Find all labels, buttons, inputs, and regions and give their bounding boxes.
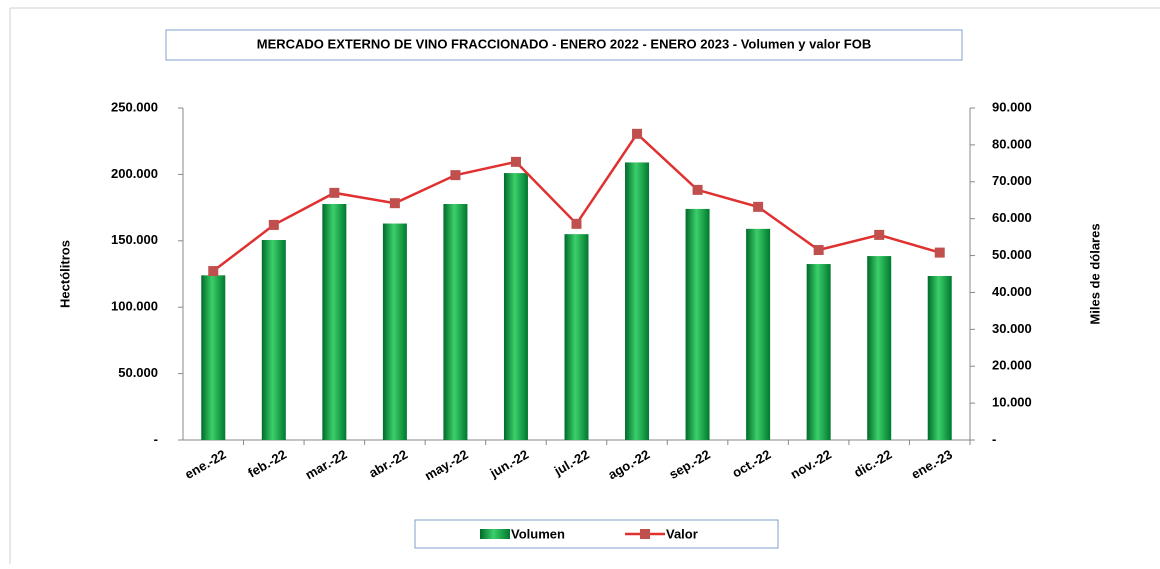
bar bbox=[382, 223, 407, 440]
y-tick-label: 250.000 bbox=[111, 99, 158, 114]
bar bbox=[201, 275, 226, 440]
x-tick-label: dic.-22 bbox=[851, 447, 894, 481]
y2-tick-label: 60.000 bbox=[992, 210, 1032, 225]
y2-tick-label: 10.000 bbox=[992, 395, 1032, 410]
bar bbox=[261, 240, 286, 440]
marker bbox=[692, 184, 703, 195]
y-axis-title: Hectólitros bbox=[57, 240, 72, 308]
legend-swatch bbox=[480, 529, 510, 539]
y-tick-label: 100.000 bbox=[111, 299, 158, 314]
bar bbox=[746, 228, 771, 440]
y-tick-label: 50.000 bbox=[118, 365, 158, 380]
marker bbox=[389, 198, 400, 209]
y2-tick-label: 30.000 bbox=[992, 321, 1032, 336]
y2-axis-title: Miles de dólares bbox=[1087, 223, 1102, 324]
marker bbox=[329, 187, 340, 198]
y2-tick-label: 40.000 bbox=[992, 284, 1032, 299]
chart-title: MERCADO EXTERNO DE VINO FRACCIONADO - EN… bbox=[257, 36, 871, 51]
x-tick-label: jul.-22 bbox=[551, 447, 592, 479]
y2-tick-label: 80.000 bbox=[992, 136, 1032, 151]
marker bbox=[753, 201, 764, 212]
x-tick-label: sep.-22 bbox=[666, 447, 712, 482]
title-box bbox=[165, 29, 963, 61]
x-tick-label: mar.-22 bbox=[303, 447, 350, 483]
x-tick-label: oct.-22 bbox=[730, 447, 774, 481]
x-tick-label: ene.-23 bbox=[909, 447, 955, 482]
x-tick-label: ene.-22 bbox=[182, 447, 228, 482]
marker bbox=[874, 229, 885, 240]
x-tick-label: abr.-22 bbox=[366, 447, 410, 481]
bar bbox=[927, 275, 952, 440]
x-tick-label: feb.-22 bbox=[245, 447, 289, 481]
bar bbox=[806, 264, 831, 440]
bar bbox=[625, 162, 650, 440]
x-tick-label: ago.-22 bbox=[605, 447, 652, 483]
legend-swatch bbox=[640, 529, 650, 539]
x-tick-label: may.-22 bbox=[422, 447, 471, 484]
legend-label: Volumen bbox=[511, 526, 565, 541]
marker bbox=[450, 170, 461, 181]
marker bbox=[934, 247, 945, 258]
marker bbox=[813, 245, 824, 256]
x-tick-label: nov.-22 bbox=[788, 447, 834, 482]
marker bbox=[208, 266, 219, 277]
bar bbox=[443, 204, 468, 440]
bar bbox=[867, 256, 892, 440]
marker bbox=[571, 218, 582, 229]
y2-tick-label: 20.000 bbox=[992, 358, 1032, 373]
y2-tick-label: 50.000 bbox=[992, 247, 1032, 262]
legend-box bbox=[414, 519, 779, 549]
y-tick-label: - bbox=[154, 431, 158, 446]
y2-tick-label: - bbox=[992, 431, 996, 446]
marker bbox=[632, 128, 643, 139]
marker bbox=[510, 156, 521, 167]
y2-tick-label: 90.000 bbox=[992, 99, 1032, 114]
x-tick-label: jun.-22 bbox=[487, 447, 532, 481]
bar bbox=[685, 208, 710, 440]
y2-tick-label: 70.000 bbox=[992, 173, 1032, 188]
marker bbox=[268, 219, 279, 230]
legend-label: Valor bbox=[666, 526, 698, 541]
bar bbox=[564, 234, 589, 440]
y-tick-label: 150.000 bbox=[111, 232, 158, 247]
bar bbox=[503, 173, 528, 440]
bar bbox=[322, 204, 347, 440]
y-tick-label: 200.000 bbox=[111, 166, 158, 181]
